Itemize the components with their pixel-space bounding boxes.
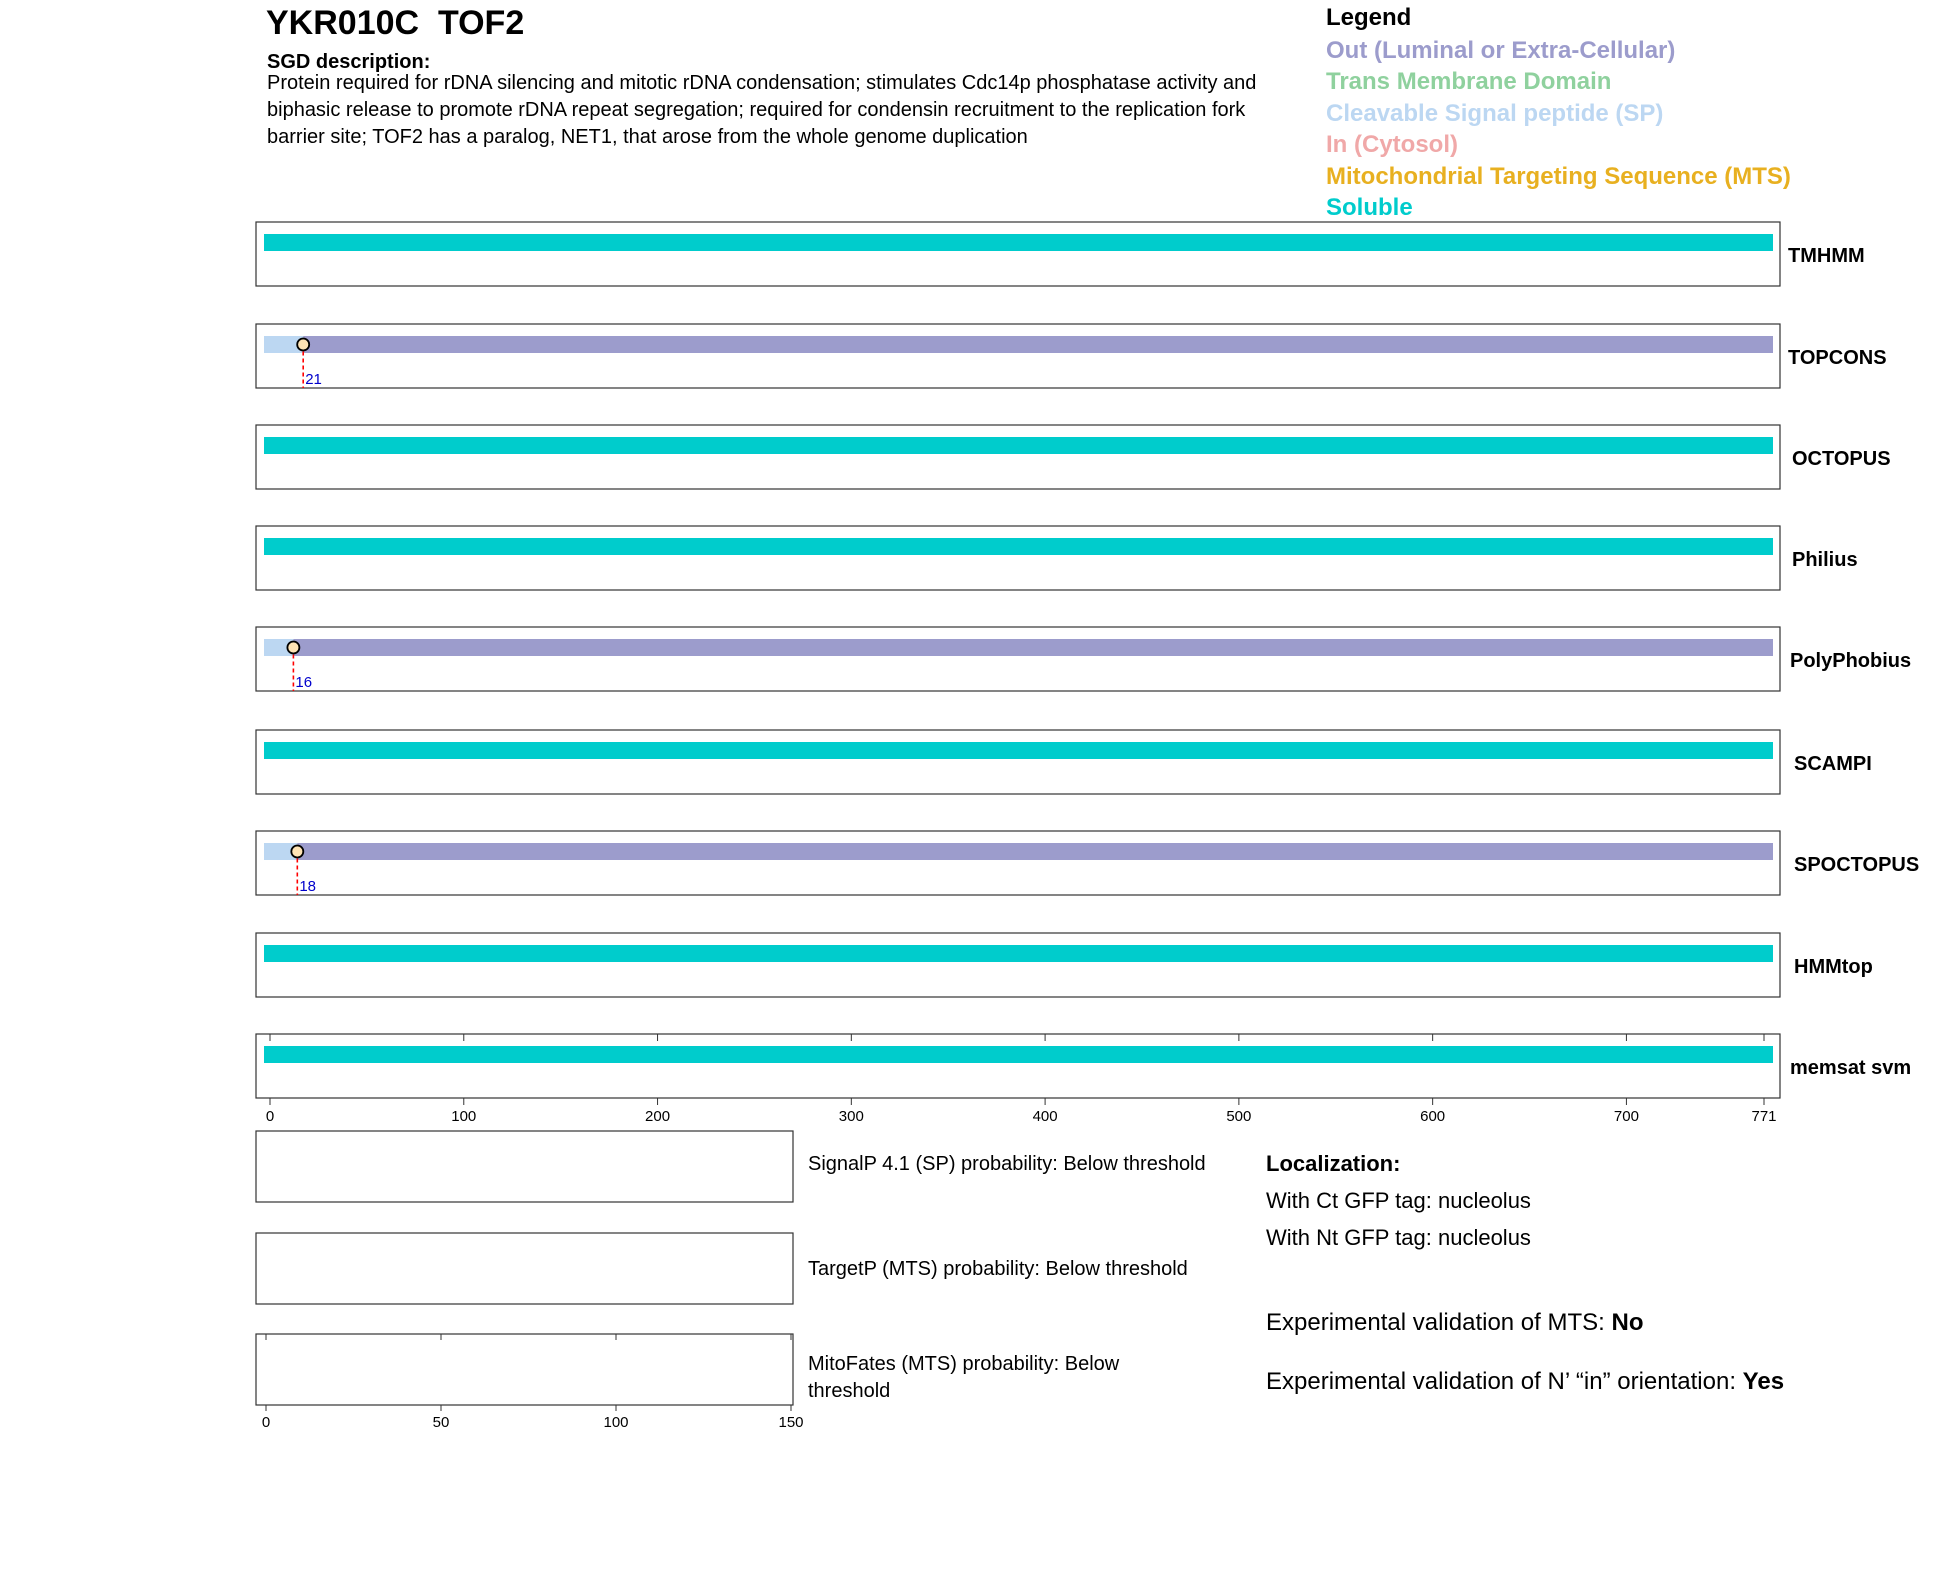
x-tick-label-200: 200 xyxy=(645,1108,670,1125)
localization-ct: With Ct GFP tag: nucleolus xyxy=(1266,1188,1531,1213)
segment-tmhmm-0 xyxy=(264,234,1773,251)
probability-panel-0 xyxy=(255,1130,794,1203)
protein-title: YKR010C TOF2 xyxy=(266,4,525,42)
x-tick-label-700: 700 xyxy=(1614,1108,1639,1125)
x-tick-label-500: 500 xyxy=(1226,1108,1251,1125)
track-label-octopus: OCTOPUS xyxy=(1792,448,1891,470)
localization-nt: With Nt GFP tag: nucleolus xyxy=(1266,1225,1531,1250)
segment-octopus-0 xyxy=(264,437,1773,454)
x-tick-label-600: 600 xyxy=(1420,1108,1445,1125)
segment-hmmtop-0 xyxy=(264,945,1773,962)
cleavage-marker-topcons xyxy=(296,337,311,352)
mts-validation-label: Experimental validation of MTS: xyxy=(1266,1309,1612,1336)
cleavage-label-polyphobius: 16 xyxy=(295,674,312,691)
probability-panel-1 xyxy=(255,1232,794,1305)
track-box-tmhmm xyxy=(255,221,1781,287)
prob-x-tick-label-0: 0 xyxy=(262,1414,270,1431)
segment-spoctopus-1 xyxy=(297,843,1774,860)
x-tick-label-771: 771 xyxy=(1751,1108,1776,1125)
segment-polyphobius-1 xyxy=(293,639,1773,656)
signalp-label: SignalP 4.1 (SP) probability: Below thre… xyxy=(808,1153,1206,1175)
track-label-spoctopus: SPOCTOPUS xyxy=(1794,854,1919,876)
track-box-topcons xyxy=(255,323,1781,389)
legend-item-sp: Cleavable Signal peptide (SP) xyxy=(1326,100,1664,127)
orientation-validation-value: Yes xyxy=(1742,1368,1785,1395)
segment-topcons-0 xyxy=(264,336,304,353)
legend-item-mts: Mitochondrial Targeting Sequence (MTS) xyxy=(1326,163,1791,190)
cleavage-marker-spoctopus xyxy=(290,844,305,859)
track-box-scampi xyxy=(255,729,1781,795)
segment-memsat-svm-0 xyxy=(264,1046,1773,1063)
legend-title: Legend xyxy=(1326,4,1412,31)
prob-x-tick-label-150: 150 xyxy=(778,1414,803,1431)
orientation-validation-label: Experimental validation of N’ “in” orien… xyxy=(1266,1368,1743,1395)
prob-x-tick-label-50: 50 xyxy=(433,1414,450,1431)
track-label-scampi: SCAMPI xyxy=(1794,753,1872,775)
x-tick-label-100: 100 xyxy=(451,1108,476,1125)
mitofates-label: MitoFates (MTS) probability: Below thres… xyxy=(808,1353,1120,1402)
segment-spoctopus-0 xyxy=(264,843,298,860)
track-box-octopus xyxy=(255,424,1781,490)
track-label-hmmtop: HMMtop xyxy=(1794,956,1873,978)
track-box-memsat-svm xyxy=(255,1033,1781,1099)
legend-item-tm: Trans Membrane Domain xyxy=(1326,68,1612,95)
description-heading: SGD description: xyxy=(267,51,431,73)
track-label-topcons: TOPCONS xyxy=(1788,347,1887,369)
mts-validation-value: No xyxy=(1611,1309,1644,1336)
x-tick-label-0: 0 xyxy=(266,1108,274,1125)
probability-panel-2 xyxy=(255,1333,794,1406)
segment-polyphobius-0 xyxy=(264,639,294,656)
prob-x-tick-label-100: 100 xyxy=(603,1414,628,1431)
orientation-validation: Experimental validation of N’ “in” orien… xyxy=(1266,1368,1784,1396)
track-box-philius xyxy=(255,525,1781,591)
cleavage-label-topcons: 21 xyxy=(305,371,322,388)
segment-philius-0 xyxy=(264,538,1773,555)
targetp-label: TargetP (MTS) probability: Below thresho… xyxy=(808,1258,1188,1280)
x-tick-label-400: 400 xyxy=(1033,1108,1058,1125)
track-label-polyphobius: PolyPhobius xyxy=(1790,650,1911,672)
track-label-memsat-svm: memsat svm xyxy=(1790,1057,1911,1079)
segment-topcons-1 xyxy=(303,336,1773,353)
track-label-philius: Philius xyxy=(1792,549,1858,571)
description-text: Protein required for rDNA silencing and … xyxy=(267,72,1257,148)
track-box-hmmtop xyxy=(255,932,1781,998)
legend-item-in: In (Cytosol) xyxy=(1326,131,1458,158)
cleavage-label-spoctopus: 18 xyxy=(299,878,316,895)
mts-validation: Experimental validation of MTS: No xyxy=(1266,1309,1643,1337)
legend-item-soluble: Soluble xyxy=(1326,194,1413,221)
x-tick-label-300: 300 xyxy=(839,1108,864,1125)
legend-item-out: Out (Luminal or Extra-Cellular) xyxy=(1326,37,1676,64)
track-box-polyphobius xyxy=(255,626,1781,692)
track-label-tmhmm: TMHMM xyxy=(1788,245,1865,267)
localization-heading: Localization: xyxy=(1266,1151,1401,1176)
cleavage-marker-polyphobius xyxy=(286,640,301,655)
segment-scampi-0 xyxy=(264,742,1773,759)
track-box-spoctopus xyxy=(255,830,1781,896)
